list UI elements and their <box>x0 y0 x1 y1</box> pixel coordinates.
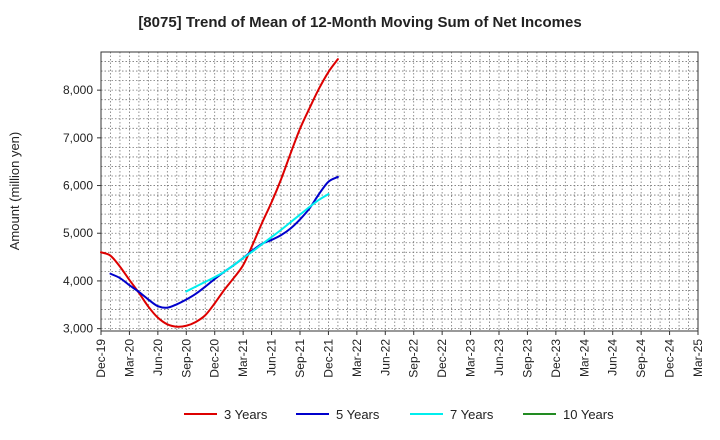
x-tick-label: Mar-22 <box>350 339 364 377</box>
series-line-7-years <box>185 193 330 293</box>
x-tick-label: Dec-20 <box>208 339 222 378</box>
x-tick-label: Mar-20 <box>122 339 136 377</box>
series-lines <box>100 58 339 328</box>
y-tick-label: 4,000 <box>63 274 93 288</box>
x-tick-label: Jun-22 <box>378 339 392 376</box>
x-tick-label: Jun-20 <box>151 339 165 376</box>
x-tick-label: Dec-23 <box>549 339 563 378</box>
x-tick-label: Jun-24 <box>606 339 620 376</box>
legend-label-7-years: 7 Years <box>450 407 494 422</box>
x-tick-label: Mar-23 <box>464 339 478 377</box>
y-tick-label: 5,000 <box>63 226 93 240</box>
y-axis-title: Amount (million yen) <box>7 132 22 251</box>
legend-label-3-years: 3 Years <box>224 407 268 422</box>
x-tick-label: Mar-21 <box>236 339 250 377</box>
x-tick-label: Dec-24 <box>663 339 677 378</box>
x-tick-label: Sep-24 <box>634 339 648 378</box>
y-tick-label: 8,000 <box>63 83 93 97</box>
x-tick-label: Mar-24 <box>577 339 591 377</box>
x-tick-label: Jun-21 <box>265 339 279 376</box>
plot-border <box>100 51 699 332</box>
x-tick-label: Sep-20 <box>179 339 193 378</box>
x-tick-label: Sep-22 <box>407 339 421 378</box>
x-tick-label: Sep-23 <box>520 339 534 378</box>
axes: 3,000 4,000 5,000 6,000 7,000 8,000 Dec-19 Mar-… <box>63 51 705 378</box>
legend: 3 Years 5 Years 7 Years 10 Years <box>184 407 614 422</box>
x-tick-label: Jun-23 <box>492 339 506 376</box>
y-tick-label: 3,000 <box>63 322 93 336</box>
x-tick-label: Dec-21 <box>321 339 335 378</box>
x-tick-label: Sep-21 <box>293 339 307 378</box>
legend-label-10-years: 10 Years <box>563 407 614 422</box>
legend-label-5-years: 5 Years <box>336 407 380 422</box>
y-tick-label: 6,000 <box>63 179 93 193</box>
x-tick-label: Dec-22 <box>435 339 449 378</box>
x-tick-label: Dec-19 <box>94 339 108 378</box>
x-tick-label: Mar-25 <box>691 339 705 377</box>
chart-title: [8075] Trend of Mean of 12-Month Moving … <box>138 14 582 31</box>
y-tick-label: 7,000 <box>63 131 93 145</box>
series-line-3-years <box>100 58 339 328</box>
